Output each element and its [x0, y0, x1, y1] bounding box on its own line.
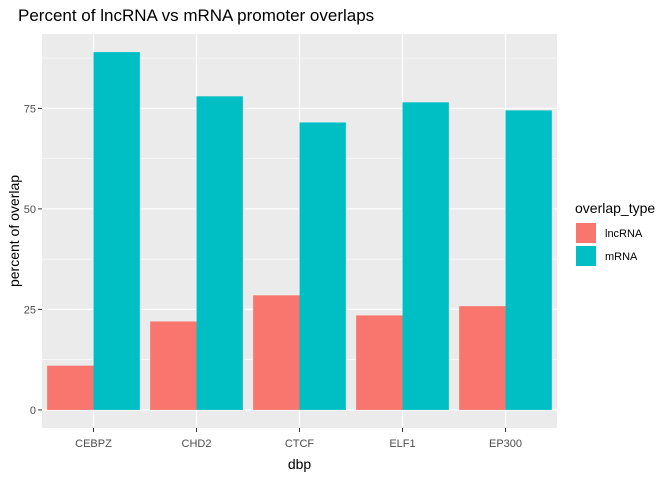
bar-mRNA-CTCF: [299, 122, 346, 410]
bar-lncRNA-ELF1: [356, 315, 403, 410]
bar-lncRNA-CTCF: [253, 295, 300, 410]
bar-lncRNA-CEBPZ: [47, 365, 94, 410]
legend-title: overlap_type: [575, 200, 655, 216]
bar-lncRNA-CHD2: [150, 321, 197, 410]
x-tick-label: ELF1: [389, 438, 415, 450]
x-tick-label: CHD2: [182, 438, 212, 450]
legend-label-mRNA: mRNA: [605, 251, 638, 263]
chart-title: Percent of lncRNA vs mRNA promoter overl…: [18, 6, 374, 25]
axes: 0 25 50 75 CEBPZ CHD2 CTCF ELF1 EP300: [24, 103, 522, 450]
x-tick-label: CEBPZ: [75, 438, 112, 450]
y-tick-label: 25: [24, 304, 36, 316]
y-tick-label: 75: [24, 103, 36, 115]
legend-key-mRNA: [576, 246, 596, 266]
bar-mRNA-CHD2: [196, 96, 243, 410]
bar-mRNA-CEBPZ: [93, 52, 140, 410]
bar-lncRNA-EP300: [459, 306, 506, 410]
y-tick-label: 0: [30, 405, 36, 417]
legend-label-lncRNA: lncRNA: [605, 228, 643, 240]
x-tick-label: EP300: [489, 438, 522, 450]
x-tick-label: CTCF: [285, 438, 315, 450]
x-axis-title: dbp: [288, 456, 312, 472]
bar-mRNA-ELF1: [402, 102, 449, 410]
y-axis-title: percent of overlap: [6, 175, 22, 287]
y-tick-label: 50: [24, 204, 36, 216]
legend-key-lncRNA: [576, 223, 596, 243]
bar-mRNA-EP300: [505, 110, 552, 410]
legend: overlap_type lncRNA mRNA: [575, 200, 655, 266]
bars: [47, 52, 552, 410]
